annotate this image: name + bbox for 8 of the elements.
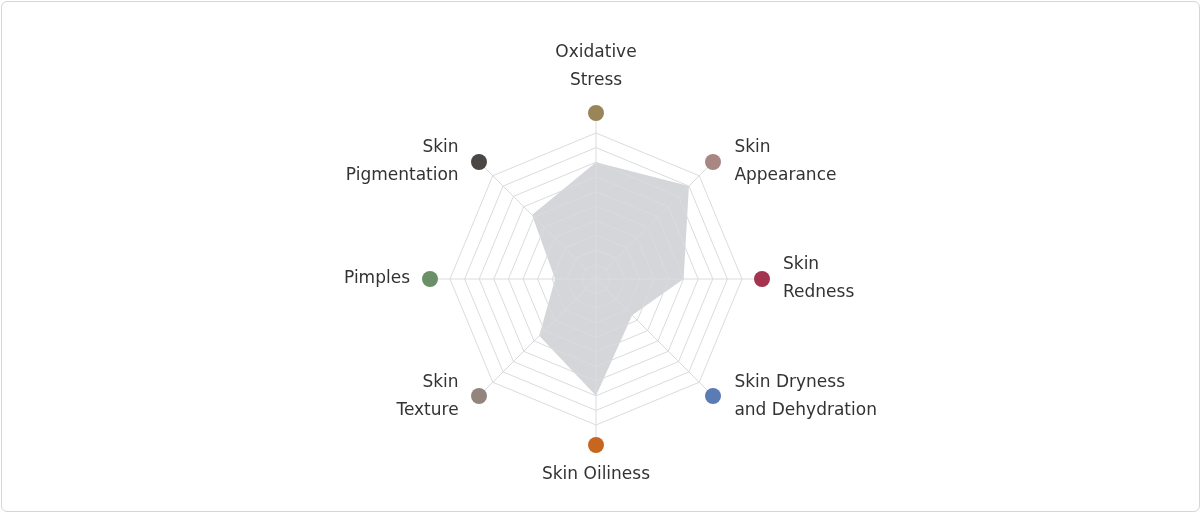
- spoke-label: Skin Oiliness: [541, 463, 651, 484]
- spoke-label: Oxidative Stress: [555, 41, 637, 90]
- spoke-label: Skin Redness: [783, 253, 855, 302]
- spoke-label: Pimples: [344, 267, 411, 288]
- spoke-label: Skin Dryness and Dehydration: [734, 370, 877, 419]
- spoke-label: Skin Texture: [395, 370, 459, 419]
- spoke-label: Skin Appearance: [734, 136, 837, 185]
- spoke-label: Skin Pigmentation: [345, 136, 459, 185]
